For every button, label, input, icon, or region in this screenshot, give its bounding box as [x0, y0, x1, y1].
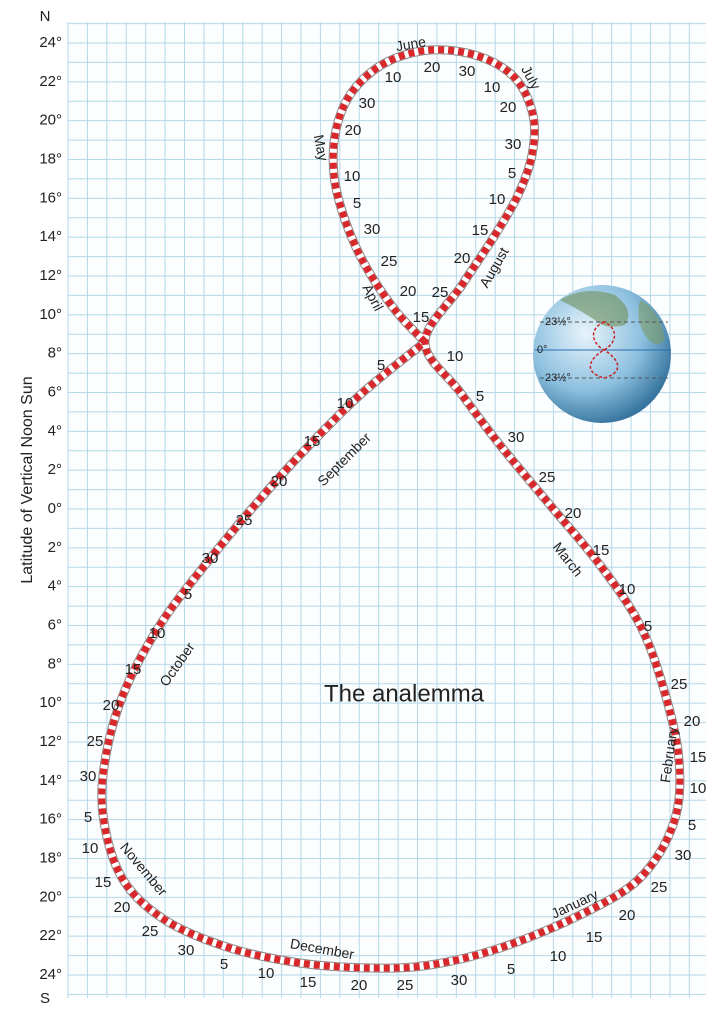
day-label: 5: [507, 961, 515, 978]
day-label: 10: [489, 191, 506, 208]
day-label: 10: [344, 168, 361, 185]
day-label: 30: [359, 95, 376, 112]
y-tick-label: 12°: [39, 733, 62, 750]
y-tick-label: 4°: [48, 578, 62, 595]
day-label: 20: [345, 122, 362, 139]
day-label: 30: [178, 942, 195, 959]
y-tick-label: 10°: [39, 306, 62, 323]
day-label: 5: [688, 817, 696, 834]
day-label: 30: [202, 550, 219, 567]
day-label: 25: [651, 879, 668, 896]
day-label: 25: [142, 923, 159, 940]
y-tick-label: 16°: [39, 811, 62, 828]
day-label: 20: [684, 713, 701, 730]
day-label: 5: [476, 388, 484, 405]
day-label: 10: [385, 69, 402, 86]
day-label: 20: [565, 505, 582, 522]
day-label: 30: [451, 972, 468, 989]
north-label: N: [40, 8, 51, 25]
y-tick-label: 8°: [48, 345, 62, 362]
day-label: 10: [258, 965, 275, 982]
day-label: 15: [125, 661, 142, 678]
y-tick-label: 20°: [39, 112, 62, 129]
south-label: S: [40, 990, 50, 1007]
day-label: 10: [337, 395, 354, 412]
y-tick-label: 12°: [39, 267, 62, 284]
y-tick-label: 2°: [48, 461, 62, 478]
y-tick-label: 14°: [39, 772, 62, 789]
y-tick-label: 6°: [48, 616, 62, 633]
day-label: 20: [454, 250, 471, 267]
y-tick-label: 22°: [39, 73, 62, 90]
day-label: 10: [690, 780, 707, 797]
diagram-title: The analemma: [324, 680, 485, 707]
day-label: 25: [381, 253, 398, 270]
day-label: 10: [484, 79, 501, 96]
y-tick-label: 0°: [48, 500, 62, 517]
y-tick-label: 14°: [39, 228, 62, 245]
y-tick-label: 2°: [48, 539, 62, 556]
day-label: 25: [539, 469, 556, 486]
day-label: 5: [508, 165, 516, 182]
y-tick-label: 18°: [39, 849, 62, 866]
y-tick-label: 16°: [39, 189, 62, 206]
day-label: 15: [593, 542, 610, 559]
day-label: 20: [351, 977, 368, 994]
day-label: 25: [432, 284, 449, 301]
day-label: 20: [103, 697, 120, 714]
day-label: 25: [671, 676, 688, 693]
day-label: 15: [472, 222, 489, 239]
day-label: 30: [675, 847, 692, 864]
day-label: 5: [220, 956, 228, 973]
day-label: 20: [114, 899, 131, 916]
day-label: 10: [447, 348, 464, 365]
day-label: 25: [397, 977, 414, 994]
day-label: 15: [690, 749, 707, 766]
day-label: 5: [644, 618, 652, 635]
globe: 23½° 0° 23½°: [533, 285, 671, 423]
y-tick-label: 18°: [39, 150, 62, 167]
day-label: 15: [413, 309, 430, 326]
day-label: 5: [377, 357, 385, 374]
day-label: 20: [400, 283, 417, 300]
y-tick-label: 8°: [48, 655, 62, 672]
day-label: 15: [95, 874, 112, 891]
globe-label: 23½°: [545, 316, 571, 328]
day-label: 30: [459, 63, 476, 80]
globe-label: 23½°: [545, 372, 571, 384]
y-tick-label: 24°: [39, 34, 62, 51]
grid: [68, 22, 706, 998]
day-label: 10: [149, 625, 166, 642]
analemma-figure: N S Latitude of Vertical Noon Sun The an…: [0, 0, 711, 1019]
day-label: 20: [619, 907, 636, 924]
day-label: 25: [236, 512, 253, 529]
y-tick-label: 6°: [48, 383, 62, 400]
day-label: 25: [87, 733, 104, 750]
day-label: 15: [304, 433, 321, 450]
day-label: 20: [271, 473, 288, 490]
day-label: 30: [505, 136, 522, 153]
day-label: 5: [184, 586, 192, 603]
day-label: 10: [619, 581, 636, 598]
day-label: 10: [82, 840, 99, 857]
day-label: 20: [424, 59, 441, 76]
y-tick-label: 24°: [39, 966, 62, 983]
day-label: 10: [550, 948, 567, 965]
day-label: 20: [500, 99, 517, 116]
day-label: 30: [508, 429, 525, 446]
day-label: 30: [80, 768, 97, 785]
y-tick-label: 22°: [39, 927, 62, 944]
day-label: 30: [364, 221, 381, 238]
y-tick-label: 20°: [39, 888, 62, 905]
day-label: 5: [353, 195, 361, 212]
y-tick-label: 10°: [39, 694, 62, 711]
y-tick-label: 4°: [48, 422, 62, 439]
globe-label: 0°: [537, 344, 548, 356]
day-label: 5: [84, 809, 92, 826]
day-label: 15: [586, 929, 603, 946]
axis-title: Latitude of Vertical Noon Sun: [19, 376, 36, 583]
day-label: 15: [300, 974, 317, 991]
